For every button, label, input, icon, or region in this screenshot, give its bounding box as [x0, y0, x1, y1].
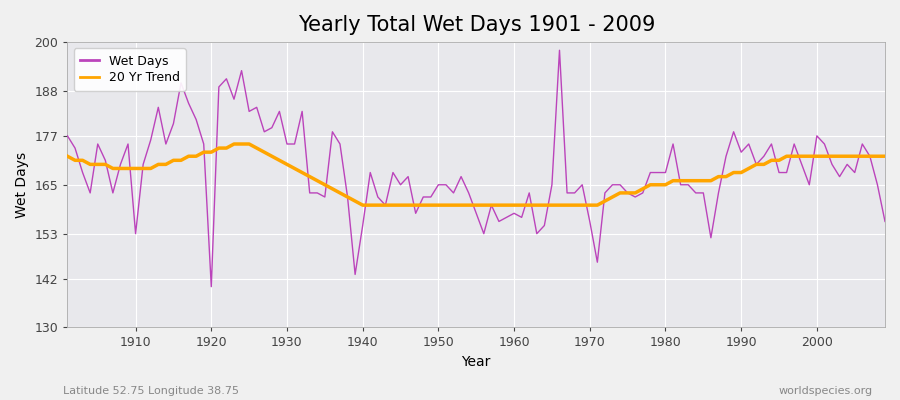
20 Yr Trend [122, 166, 133, 171]
Wet Days [517, 215, 527, 220]
Text: worldspecies.org: worldspecies.org [778, 386, 873, 396]
X-axis label: Year: Year [462, 355, 490, 369]
Wet Days [879, 219, 890, 224]
Wet Days [206, 284, 217, 289]
Y-axis label: Wet Days: Wet Days [15, 152, 29, 218]
20 Yr Trend [879, 154, 890, 159]
20 Yr Trend [357, 203, 368, 208]
Wet Days [615, 182, 626, 187]
Wet Days [508, 211, 519, 216]
Wet Days [297, 109, 308, 114]
20 Yr Trend [62, 154, 73, 159]
20 Yr Trend [517, 203, 527, 208]
Wet Days [62, 134, 73, 138]
20 Yr Trend [229, 142, 239, 146]
20 Yr Trend [524, 203, 535, 208]
Text: Latitude 52.75 Longitude 38.75: Latitude 52.75 Longitude 38.75 [63, 386, 239, 396]
20 Yr Trend [297, 170, 308, 175]
Title: Yearly Total Wet Days 1901 - 2009: Yearly Total Wet Days 1901 - 2009 [298, 15, 655, 35]
20 Yr Trend [615, 190, 626, 195]
20 Yr Trend [342, 194, 353, 199]
Line: Wet Days: Wet Days [68, 50, 885, 287]
Legend: Wet Days, 20 Yr Trend: Wet Days, 20 Yr Trend [74, 48, 186, 91]
Line: 20 Yr Trend: 20 Yr Trend [68, 144, 885, 205]
Wet Days [342, 194, 353, 199]
Wet Days [554, 48, 565, 53]
Wet Days [122, 142, 133, 146]
